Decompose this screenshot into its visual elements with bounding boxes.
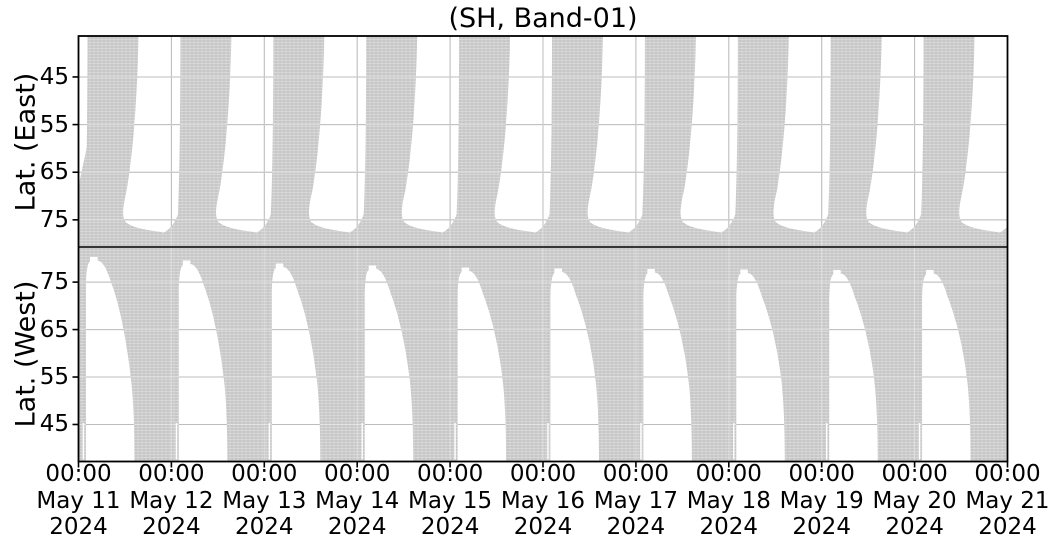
x-tick-label: 00:00 May 13 2024 [222, 461, 307, 540]
x-tick-label: 00:00 May 18 2024 [686, 461, 771, 540]
x-tick-label: 00:00 May 15 2024 [408, 461, 493, 540]
y-tick-label: 45 [39, 63, 69, 90]
x-tick-label: 00:00 May 17 2024 [593, 461, 678, 540]
y-tick-label: 45 [39, 411, 69, 438]
y-tick-label: 75 [39, 269, 69, 296]
tick-marks [72, 76, 1009, 468]
x-tick-label: 00:00 May 16 2024 [500, 461, 586, 540]
y-tick-label: 55 [39, 364, 69, 391]
chart-title: (SH, Band-01) [448, 3, 638, 34]
y-tick-label: 75 [39, 206, 69, 233]
x-tick-label: 00:00 May 11 2024 [36, 461, 121, 540]
y-tick-label: 65 [39, 316, 69, 343]
x-tick-label: 00:00 May 21 2024 [965, 461, 1050, 540]
y-tick-label: 65 [39, 159, 69, 186]
y-tick-label: 55 [39, 111, 69, 138]
coverage-east [78, 36, 1008, 247]
x-tick-label: 00:00 May 12 2024 [129, 461, 214, 540]
coverage-west [78, 247, 1008, 462]
x-tick-label: 00:00 May 14 2024 [315, 461, 400, 540]
x-tick-label: 00:00 May 19 2024 [779, 461, 864, 540]
grid-overlay [78, 36, 1008, 462]
x-tick-label: 00:00 May 20 2024 [872, 461, 957, 540]
